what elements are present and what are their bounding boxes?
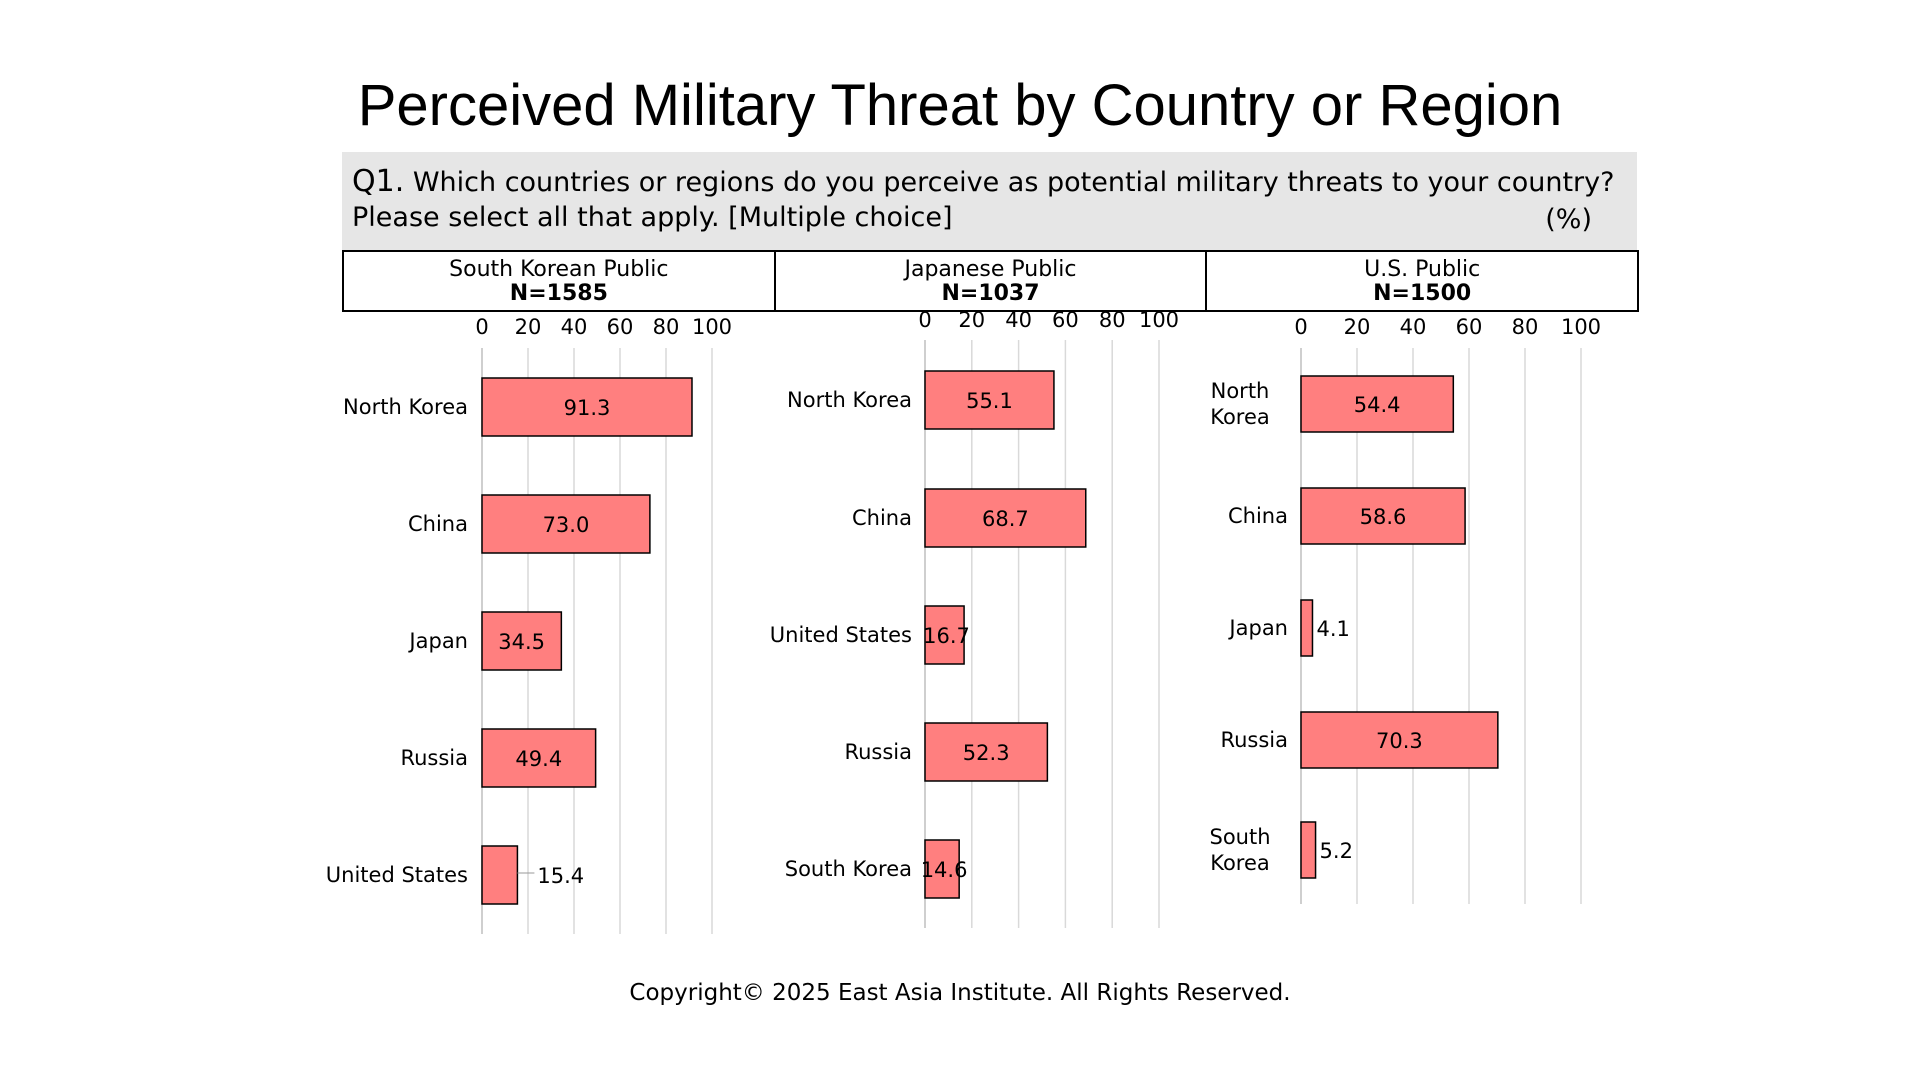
chart-title: Perceived Military Threat by Country or …	[357, 73, 1563, 138]
tick-label: 80	[1512, 315, 1539, 339]
panel-headers: South Korean Public N=1585 Japanese Publ…	[342, 250, 1639, 312]
bar	[924, 488, 1087, 548]
category-label: Japan	[407, 629, 468, 653]
bar	[481, 611, 563, 671]
category-label: Russia	[400, 746, 468, 770]
header-us-public: U.S. Public N=1500	[1207, 252, 1637, 310]
category-label: Russia	[1220, 728, 1288, 752]
tick-label: 80	[1099, 308, 1126, 332]
value-label: 4.1	[1316, 617, 1349, 641]
value-label: 54.4	[1354, 393, 1401, 417]
value-label: 49.4	[515, 747, 562, 771]
bar	[924, 605, 965, 665]
header-name: Japanese Public	[904, 257, 1077, 282]
header-sample-size: N=1500	[1373, 281, 1472, 306]
value-label: 73.0	[543, 513, 590, 537]
panel-2: 0 20 40 60 80 100 North Korea 54.4 China 58.6 Japan…	[1209, 315, 1601, 904]
value-label: 15.4	[537, 864, 584, 888]
header-name: South Korean Public	[449, 257, 669, 282]
unit-label: (%)	[1545, 204, 1592, 235]
tick-label: 40	[1400, 315, 1427, 339]
value-label: 58.6	[1360, 505, 1407, 529]
bar	[481, 377, 693, 437]
value-label: 55.1	[966, 389, 1013, 413]
category-label: North Korea	[1210, 379, 1270, 429]
category-label: South Korea	[785, 857, 912, 881]
tick-label: 60	[1052, 308, 1079, 332]
question-text: Which countries or regions do you percei…	[412, 167, 1615, 198]
category-label: United States	[770, 623, 912, 647]
header-name: U.S. Public	[1364, 257, 1481, 282]
question-instruction: Please select all that apply. [Multiple …	[352, 202, 953, 233]
value-label: 52.3	[963, 741, 1010, 765]
value-label: 70.3	[1376, 729, 1423, 753]
bar	[1300, 375, 1455, 433]
tick-label: 0	[475, 315, 488, 339]
value-label: 5.2	[1320, 839, 1353, 863]
category-label: Russia	[844, 740, 912, 764]
tick-label: 0	[1294, 315, 1307, 339]
tick-label: 60	[607, 315, 634, 339]
category-label: North Korea	[787, 388, 912, 412]
value-label: 91.3	[564, 396, 611, 420]
bar	[1300, 711, 1499, 769]
bar	[924, 839, 960, 899]
question-line: Q1. Which countries or regions do you pe…	[352, 164, 1614, 199]
question-number: Q1.	[352, 164, 405, 199]
question-box: Q1. Which countries or regions do you pe…	[342, 152, 1637, 250]
bar	[924, 722, 1049, 782]
header-south-korean-public: South Korean Public N=1585	[344, 252, 776, 310]
header-japanese-public: Japanese Public N=1037	[776, 252, 1208, 310]
bar	[1300, 487, 1466, 545]
bar	[924, 370, 1055, 430]
tick-label: 40	[1005, 308, 1032, 332]
category-label: Japan	[1227, 616, 1288, 640]
category-label: China	[852, 506, 912, 530]
category-label: North Korea	[343, 395, 468, 419]
tick-label: 20	[958, 308, 985, 332]
bar	[1300, 599, 1314, 657]
tick-label: 20	[1344, 315, 1371, 339]
header-sample-size: N=1585	[509, 281, 608, 306]
tick-label: 40	[561, 315, 588, 339]
category-label: South Korea	[1209, 825, 1270, 875]
category-label: China	[1228, 504, 1288, 528]
header-sample-size: N=1037	[941, 281, 1040, 306]
tick-label: 60	[1456, 315, 1483, 339]
bar	[1300, 821, 1317, 879]
category-label: China	[408, 512, 468, 536]
value-label: 14.6	[921, 858, 968, 882]
bar	[481, 845, 519, 905]
tick-label: 80	[653, 315, 680, 339]
panel-0: 0 20 40 60 80 100 North Korea 91.3 China 73.0 Japa…	[326, 315, 732, 934]
panel-1: 0 20 40 60 80 100 North Korea 55.1 China 68.7 Unit…	[770, 308, 1179, 928]
tick-label: 100	[1139, 308, 1179, 332]
value-label: 16.7	[923, 624, 970, 648]
tick-label: 100	[692, 315, 732, 339]
bar	[481, 494, 651, 554]
copyright-notice: Copyright© 2025 East Asia Institute. All…	[629, 980, 1291, 1006]
tick-label: 100	[1561, 315, 1601, 339]
value-label: 68.7	[982, 507, 1029, 531]
bar	[481, 728, 597, 788]
value-label: 34.5	[498, 630, 545, 654]
tick-label: 20	[515, 315, 542, 339]
tick-label: 0	[918, 308, 931, 332]
category-label: United States	[326, 863, 468, 887]
